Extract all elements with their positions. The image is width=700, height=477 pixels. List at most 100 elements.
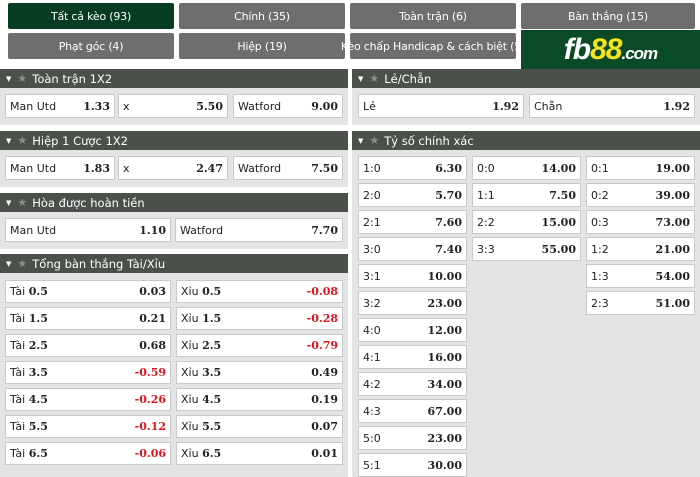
odds-value: 14.00 xyxy=(541,161,576,175)
odds-cell[interactable]: 1:0 6.30 xyxy=(358,156,467,180)
section-header[interactable]: ▼ ★ Hiệp 1 Cược 1X2 xyxy=(0,131,348,150)
section-title: Toàn trận 1X2 xyxy=(32,71,113,86)
selection-label: 0:1 xyxy=(591,161,609,175)
tab-6[interactable]: Kèo chấp Handicap & cách biệt (5) xyxy=(341,33,525,59)
tab-5[interactable]: Hiệp (19) xyxy=(179,33,345,59)
collapse-arrow-icon[interactable]: ▼ xyxy=(6,74,12,83)
selection-label: x xyxy=(123,161,130,175)
odds-value: 12.00 xyxy=(427,323,462,337)
selection-label: 5:1 xyxy=(363,458,381,472)
odds-cell[interactable]: 1:3 54.00 xyxy=(586,264,695,288)
odds-cell[interactable]: Tài 1.5 0.21 xyxy=(5,307,171,330)
selection-label: Xỉu 0.5 xyxy=(181,285,222,298)
odds-value: 39.00 xyxy=(655,188,690,202)
tab-1[interactable]: Chính (35) xyxy=(179,3,345,29)
odds-value: 67.00 xyxy=(427,404,462,418)
selection-label: Xỉu 6.5 xyxy=(181,447,222,460)
odds-cell[interactable]: x 5.50 xyxy=(118,94,228,118)
odds-cell[interactable]: 1:2 21.00 xyxy=(586,237,695,261)
odds-cell[interactable]: Tài 6.5 -0.06 xyxy=(5,442,171,465)
tab-4[interactable]: Phạt góc (4) xyxy=(8,33,174,59)
odds-cell[interactable]: Tài 0.5 0.03 xyxy=(5,280,171,303)
odds-value: 7.60 xyxy=(435,215,462,229)
selection-label: 0:2 xyxy=(591,188,609,202)
tab-2[interactable]: Toàn trận (6) xyxy=(350,3,516,29)
section-full-1x2: ▼ ★ Toàn trận 1X2 Man Utd 1.33 x 5.50 Watford 9.… xyxy=(0,69,348,125)
section-title: Hiệp 1 Cược 1X2 xyxy=(32,133,128,148)
odds-cell[interactable]: 5:0 23.00 xyxy=(358,426,467,450)
section-title: Tỷ số chính xác xyxy=(384,133,474,148)
odds-cell[interactable]: 4:1 16.00 xyxy=(358,345,467,369)
odds-cell[interactable]: Man Utd 1.10 xyxy=(5,218,171,242)
odds-value: -0.12 xyxy=(134,420,166,433)
selection-label: 2:3 xyxy=(591,296,609,310)
odds-cell[interactable]: 2:0 5.70 xyxy=(358,183,467,207)
star-icon[interactable]: ★ xyxy=(17,196,28,209)
section-header[interactable]: ▼ ★ Tỷ số chính xác xyxy=(352,131,700,150)
odds-cell[interactable]: 3:2 23.00 xyxy=(358,291,467,315)
odds-cell[interactable]: Tài 5.5 -0.12 xyxy=(5,415,171,438)
collapse-arrow-icon[interactable]: ▼ xyxy=(358,74,364,83)
section-header[interactable]: ▼ ★ Hòa được hoàn tiền xyxy=(0,193,348,212)
odds-cell[interactable]: Tài 3.5 -0.59 xyxy=(5,361,171,384)
odds-cell[interactable]: Xỉu 5.5 0.07 xyxy=(176,415,343,438)
odds-cell[interactable]: Xỉu 2.5 -0.79 xyxy=(176,334,343,357)
selection-label: Tài 0.5 xyxy=(10,285,48,298)
odds-cell[interactable]: 2:2 15.00 xyxy=(472,210,581,234)
odds-cell[interactable]: Watford 7.50 xyxy=(233,156,343,180)
odds-cell[interactable]: 5:1 30.00 xyxy=(358,453,467,477)
collapse-arrow-icon[interactable]: ▼ xyxy=(6,259,12,268)
odds-cell[interactable]: Tài 2.5 0.68 xyxy=(5,334,171,357)
tab-0[interactable]: Tất cả kèo (93) xyxy=(8,3,174,29)
selection-label: Tài 2.5 xyxy=(10,339,48,352)
selection-label: 4:2 xyxy=(363,377,381,391)
collapse-arrow-icon[interactable]: ▼ xyxy=(358,136,364,145)
odds-cell[interactable]: Xỉu 3.5 0.49 xyxy=(176,361,343,384)
odds-cell[interactable]: Tài 4.5 -0.26 xyxy=(5,388,171,411)
star-icon[interactable]: ★ xyxy=(369,134,380,147)
odds-cell[interactable]: 0:0 14.00 xyxy=(472,156,581,180)
odds-cell[interactable]: Xỉu 1.5 -0.28 xyxy=(176,307,343,330)
odds-cell[interactable]: 3:0 7.40 xyxy=(358,237,467,261)
section-header[interactable]: ▼ ★ Lẻ/Chẵn xyxy=(352,69,700,88)
odds-value: 1.10 xyxy=(139,223,166,237)
collapse-arrow-icon[interactable]: ▼ xyxy=(6,136,12,145)
odds-cell[interactable]: Chẵn 1.92 xyxy=(529,94,695,118)
section-title: Hòa được hoàn tiền xyxy=(32,195,145,210)
selection-label: Watford xyxy=(238,99,282,113)
odds-cell[interactable]: x 2.47 xyxy=(118,156,228,180)
odds-value: 7.50 xyxy=(549,188,576,202)
odds-cell[interactable]: 0:1 19.00 xyxy=(586,156,695,180)
selection-label: Xỉu 5.5 xyxy=(181,420,222,433)
odds-cell[interactable]: Xỉu 0.5 -0.08 xyxy=(176,280,343,303)
odds-cell[interactable]: Lẻ 1.92 xyxy=(358,94,524,118)
odds-cell[interactable]: 2:1 7.60 xyxy=(358,210,467,234)
odds-cell[interactable]: 0:2 39.00 xyxy=(586,183,695,207)
odds-cell[interactable]: 4:0 12.00 xyxy=(358,318,467,342)
section-header[interactable]: ▼ ★ Tổng bàn thắng Tài/Xỉu xyxy=(0,254,348,273)
odds-value: 6.30 xyxy=(435,161,462,175)
odds-cell[interactable]: 3:1 10.00 xyxy=(358,264,467,288)
tab-3[interactable]: Bàn thắng (15) xyxy=(521,3,695,29)
odds-value: 10.00 xyxy=(427,269,462,283)
odds-cell[interactable]: 4:3 67.00 xyxy=(358,399,467,423)
odds-cell[interactable]: 3:3 55.00 xyxy=(472,237,581,261)
odds-cell[interactable]: 2:3 51.00 xyxy=(586,291,695,315)
odds-cell[interactable]: Watford 7.70 xyxy=(175,218,343,242)
odds-cell[interactable]: Man Utd 1.83 xyxy=(5,156,115,180)
star-icon[interactable]: ★ xyxy=(17,134,28,147)
odds-value: 23.00 xyxy=(427,296,462,310)
odds-cell[interactable]: Xỉu 6.5 0.01 xyxy=(176,442,343,465)
odds-cell[interactable]: 4:2 34.00 xyxy=(358,372,467,396)
odds-cell[interactable]: 1:1 7.50 xyxy=(472,183,581,207)
star-icon[interactable]: ★ xyxy=(17,72,28,85)
star-icon[interactable]: ★ xyxy=(17,257,28,270)
selection-label: 1:2 xyxy=(591,242,609,256)
odds-cell[interactable]: Xỉu 4.5 0.19 xyxy=(176,388,343,411)
odds-cell[interactable]: 0:3 73.00 xyxy=(586,210,695,234)
odds-cell[interactable]: Man Utd 1.33 xyxy=(5,94,115,118)
collapse-arrow-icon[interactable]: ▼ xyxy=(6,198,12,207)
star-icon[interactable]: ★ xyxy=(369,72,380,85)
section-header[interactable]: ▼ ★ Toàn trận 1X2 xyxy=(0,69,348,88)
odds-cell[interactable]: Watford 9.00 xyxy=(233,94,343,118)
